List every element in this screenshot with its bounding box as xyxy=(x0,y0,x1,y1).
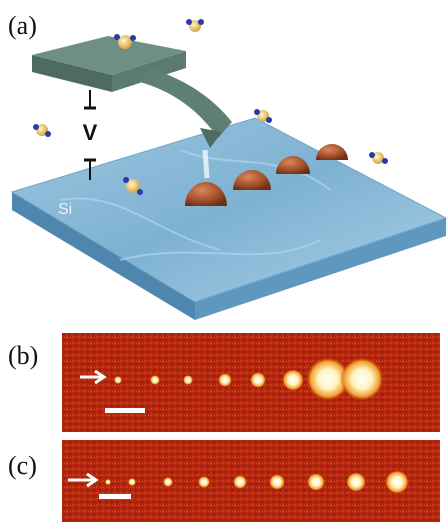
substrate-label: Si xyxy=(58,201,72,218)
oxide-dot xyxy=(316,144,348,160)
panel-label: (b) xyxy=(8,341,38,370)
water-bridge xyxy=(205,150,207,178)
cantilever-beam xyxy=(140,68,232,138)
figure: (a) Si V (b) (c) xyxy=(0,0,448,524)
scale-bar xyxy=(105,408,145,413)
panel-label: (a) xyxy=(8,11,37,40)
scale-bar xyxy=(99,494,131,499)
afm-image xyxy=(62,440,440,522)
slab-top xyxy=(12,118,446,302)
panel-label: (c) xyxy=(8,451,37,480)
voltage-label: V xyxy=(83,120,98,145)
